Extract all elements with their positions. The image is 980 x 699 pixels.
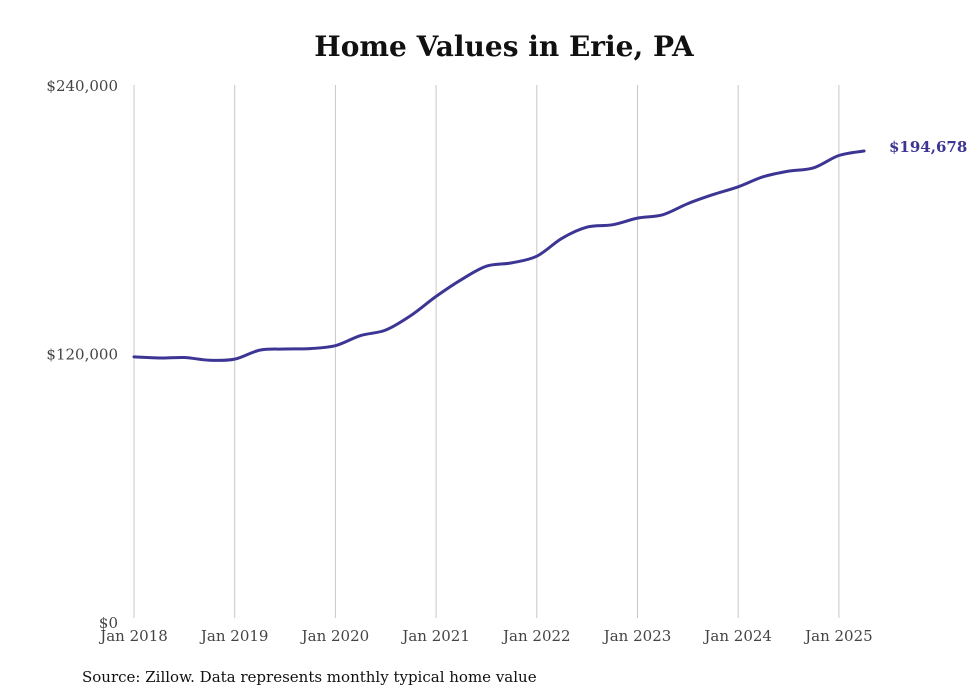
x-tick-label: Jan 2020 bbox=[300, 627, 370, 645]
y-axis-labels: $0 $120,000 $240,000 bbox=[46, 77, 118, 632]
source-note: Source: Zillow. Data represents monthly … bbox=[82, 668, 537, 686]
chart-title: Home Values in Erie, PA bbox=[314, 30, 694, 63]
y-tick-label: $0 bbox=[99, 614, 118, 632]
x-tick-label: Jan 2021 bbox=[400, 627, 470, 645]
x-tick-label: Jan 2025 bbox=[803, 627, 873, 645]
x-tick-label: Jan 2023 bbox=[602, 627, 672, 645]
x-tick-label: Jan 2018 bbox=[98, 627, 168, 645]
y-tick-label: $240,000 bbox=[46, 77, 118, 95]
end-value-label: $194,678 bbox=[889, 138, 967, 156]
x-axis-labels: Jan 2018 Jan 2019 Jan 2020 Jan 2021 Jan 2022… bbox=[98, 627, 872, 645]
y-tick-label: $120,000 bbox=[46, 346, 118, 364]
x-tick-label: Jan 2019 bbox=[199, 627, 269, 645]
x-tick-label: Jan 2024 bbox=[702, 627, 772, 645]
x-tick-label: Jan 2022 bbox=[501, 627, 571, 645]
series-line bbox=[132, 149, 866, 362]
grid-lines bbox=[133, 85, 840, 618]
